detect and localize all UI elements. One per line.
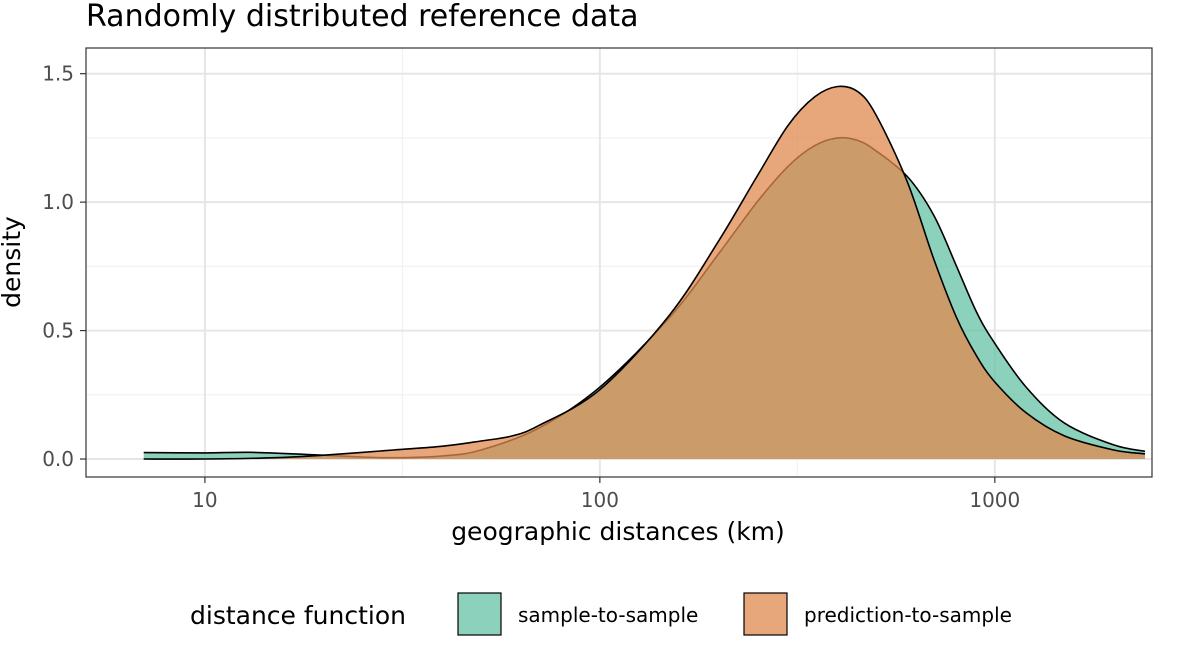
y-tick-label: 1.0	[42, 190, 74, 214]
legend-title: distance function	[190, 601, 406, 630]
y-axis-title: density	[0, 216, 26, 308]
series-layer	[143, 85, 1146, 460]
x-tick-label: 10	[192, 488, 217, 512]
x-tick-label: 1000	[969, 488, 1020, 512]
legend-key	[457, 592, 502, 636]
series-prediction-to-sample-line	[143, 85, 1146, 460]
x-axis-title: geographic distances (km)	[451, 517, 785, 546]
y-tick-label: 0.0	[42, 447, 74, 471]
legend-label: prediction-to-sample	[804, 603, 1012, 627]
chart-title: Randomly distributed reference data	[86, 0, 638, 34]
axes: 10 100 1000 0.0 0.5 1.0 1.5	[42, 62, 1020, 512]
y-tick-label: 0.5	[42, 319, 74, 343]
panel-border	[85, 47, 1153, 478]
series-prediction-to-sample-area	[143, 86, 1145, 460]
x-tick-label: 100	[581, 488, 619, 512]
legend-key	[743, 592, 788, 636]
legend-items: sample-to-sample prediction-to-sample	[457, 592, 1012, 636]
y-tick-label: 1.5	[42, 62, 74, 86]
legend: distance function sample-to-sample predic…	[190, 592, 1012, 636]
legend-label: sample-to-sample	[518, 603, 698, 627]
